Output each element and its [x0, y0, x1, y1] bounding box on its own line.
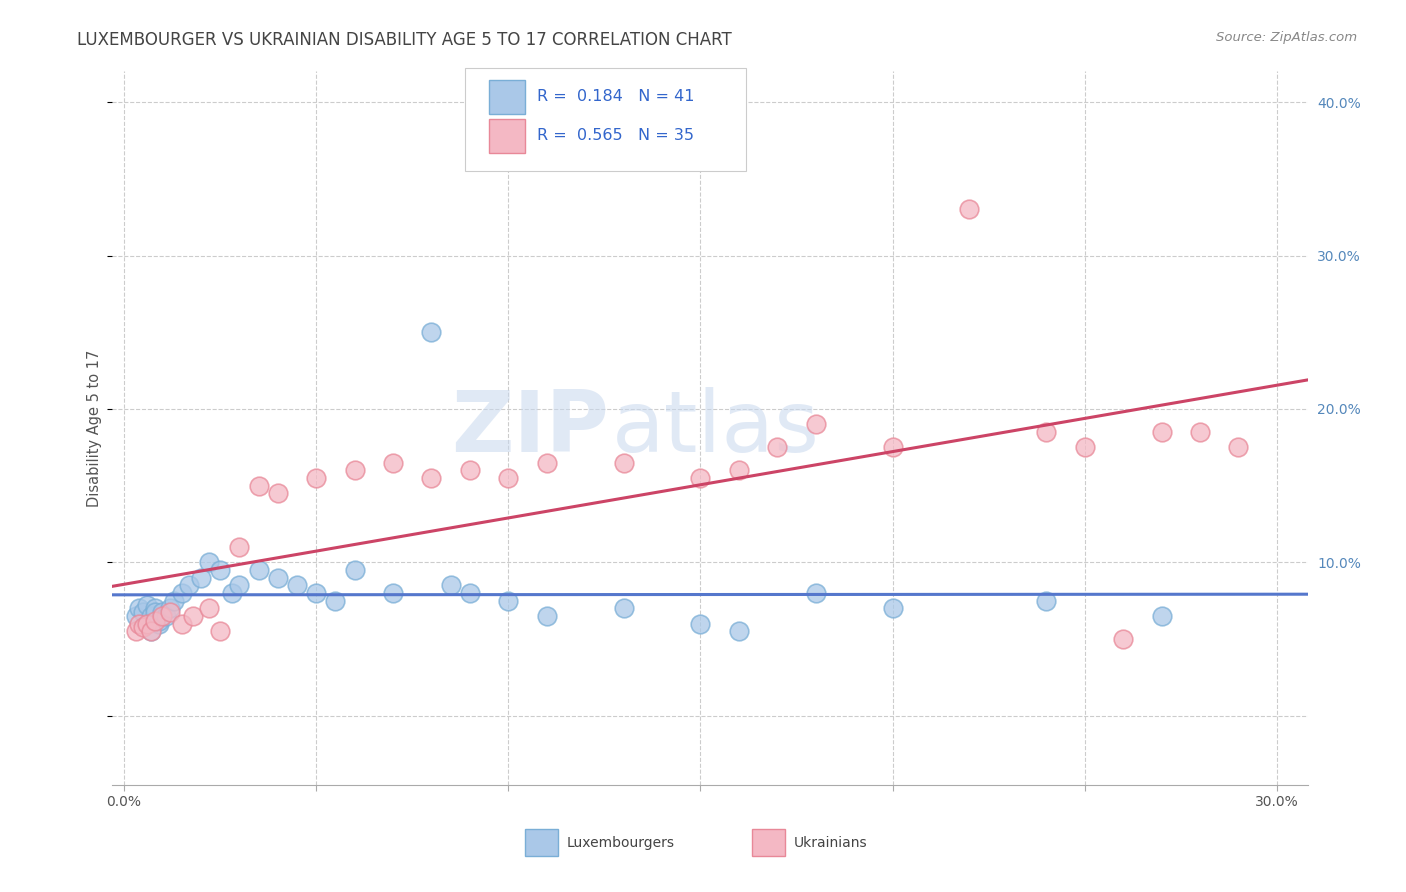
Point: [957, 202, 980, 217]
Point: [536, 609, 558, 624]
Text: ZIP: ZIP: [451, 386, 609, 470]
Point: [190, 571, 212, 585]
Point: [247, 479, 270, 493]
Text: R =  0.565   N = 35: R = 0.565 N = 35: [537, 128, 693, 143]
Point: [766, 441, 789, 455]
Point: [498, 471, 520, 485]
Point: [267, 571, 290, 585]
Point: [152, 609, 174, 624]
Point: [804, 417, 827, 432]
Point: [136, 616, 159, 631]
Point: [179, 578, 201, 592]
Point: [305, 586, 328, 600]
Point: [155, 609, 177, 624]
Text: LUXEMBOURGER VS UKRAINIAN DISABILITY AGE 5 TO 17 CORRELATION CHART: LUXEMBOURGER VS UKRAINIAN DISABILITY AGE…: [77, 31, 733, 49]
Point: [247, 563, 270, 577]
Point: [458, 463, 481, 477]
Point: [159, 601, 181, 615]
Y-axis label: Disability Age 5 to 17: Disability Age 5 to 17: [87, 350, 101, 507]
Point: [1150, 425, 1173, 439]
Point: [420, 325, 443, 339]
Point: [498, 594, 520, 608]
Point: [163, 594, 186, 608]
FancyBboxPatch shape: [465, 68, 747, 171]
Point: [420, 471, 443, 485]
Point: [1227, 441, 1250, 455]
Point: [132, 605, 155, 619]
Point: [132, 620, 155, 634]
Point: [221, 586, 243, 600]
Text: atlas: atlas: [612, 386, 820, 470]
Text: R =  0.184   N = 41: R = 0.184 N = 41: [537, 89, 695, 103]
Point: [139, 609, 162, 624]
FancyBboxPatch shape: [489, 80, 524, 114]
Point: [197, 556, 219, 570]
Point: [613, 456, 636, 470]
Point: [1035, 594, 1057, 608]
Point: [458, 586, 481, 600]
Point: [343, 563, 366, 577]
Point: [285, 578, 308, 592]
Point: [181, 609, 204, 624]
Point: [689, 471, 711, 485]
Point: [136, 599, 159, 613]
Point: [139, 624, 162, 639]
Point: [143, 614, 166, 628]
Point: [440, 578, 463, 592]
Point: [382, 586, 405, 600]
Point: [613, 601, 636, 615]
Text: Ukrainians: Ukrainians: [794, 837, 868, 850]
Point: [382, 456, 405, 470]
Point: [325, 594, 347, 608]
Point: [124, 609, 146, 624]
Point: [1150, 609, 1173, 624]
Point: [128, 616, 150, 631]
Point: [267, 486, 290, 500]
Point: [128, 601, 150, 615]
Point: [343, 463, 366, 477]
Point: [136, 616, 159, 631]
Point: [170, 586, 193, 600]
Point: [1188, 425, 1211, 439]
Point: [143, 601, 166, 615]
Point: [882, 441, 904, 455]
Point: [536, 456, 558, 470]
Point: [139, 624, 162, 639]
FancyBboxPatch shape: [752, 830, 786, 856]
Point: [727, 624, 749, 639]
Text: Source: ZipAtlas.com: Source: ZipAtlas.com: [1216, 31, 1357, 45]
FancyBboxPatch shape: [489, 120, 524, 153]
Point: [148, 614, 170, 628]
Point: [209, 624, 232, 639]
Point: [209, 563, 232, 577]
FancyBboxPatch shape: [524, 830, 558, 856]
Point: [727, 463, 749, 477]
Text: Luxembourgers: Luxembourgers: [567, 837, 675, 850]
Point: [305, 471, 328, 485]
Point: [228, 578, 250, 592]
Point: [143, 605, 166, 619]
Point: [148, 616, 170, 631]
Point: [228, 540, 250, 554]
Point: [170, 616, 193, 631]
Point: [1035, 425, 1057, 439]
Point: [152, 605, 174, 619]
Point: [1073, 441, 1095, 455]
Point: [159, 605, 181, 619]
Point: [882, 601, 904, 615]
Point: [689, 616, 711, 631]
Point: [124, 624, 146, 639]
Point: [197, 601, 219, 615]
Point: [804, 586, 827, 600]
Point: [1112, 632, 1135, 647]
